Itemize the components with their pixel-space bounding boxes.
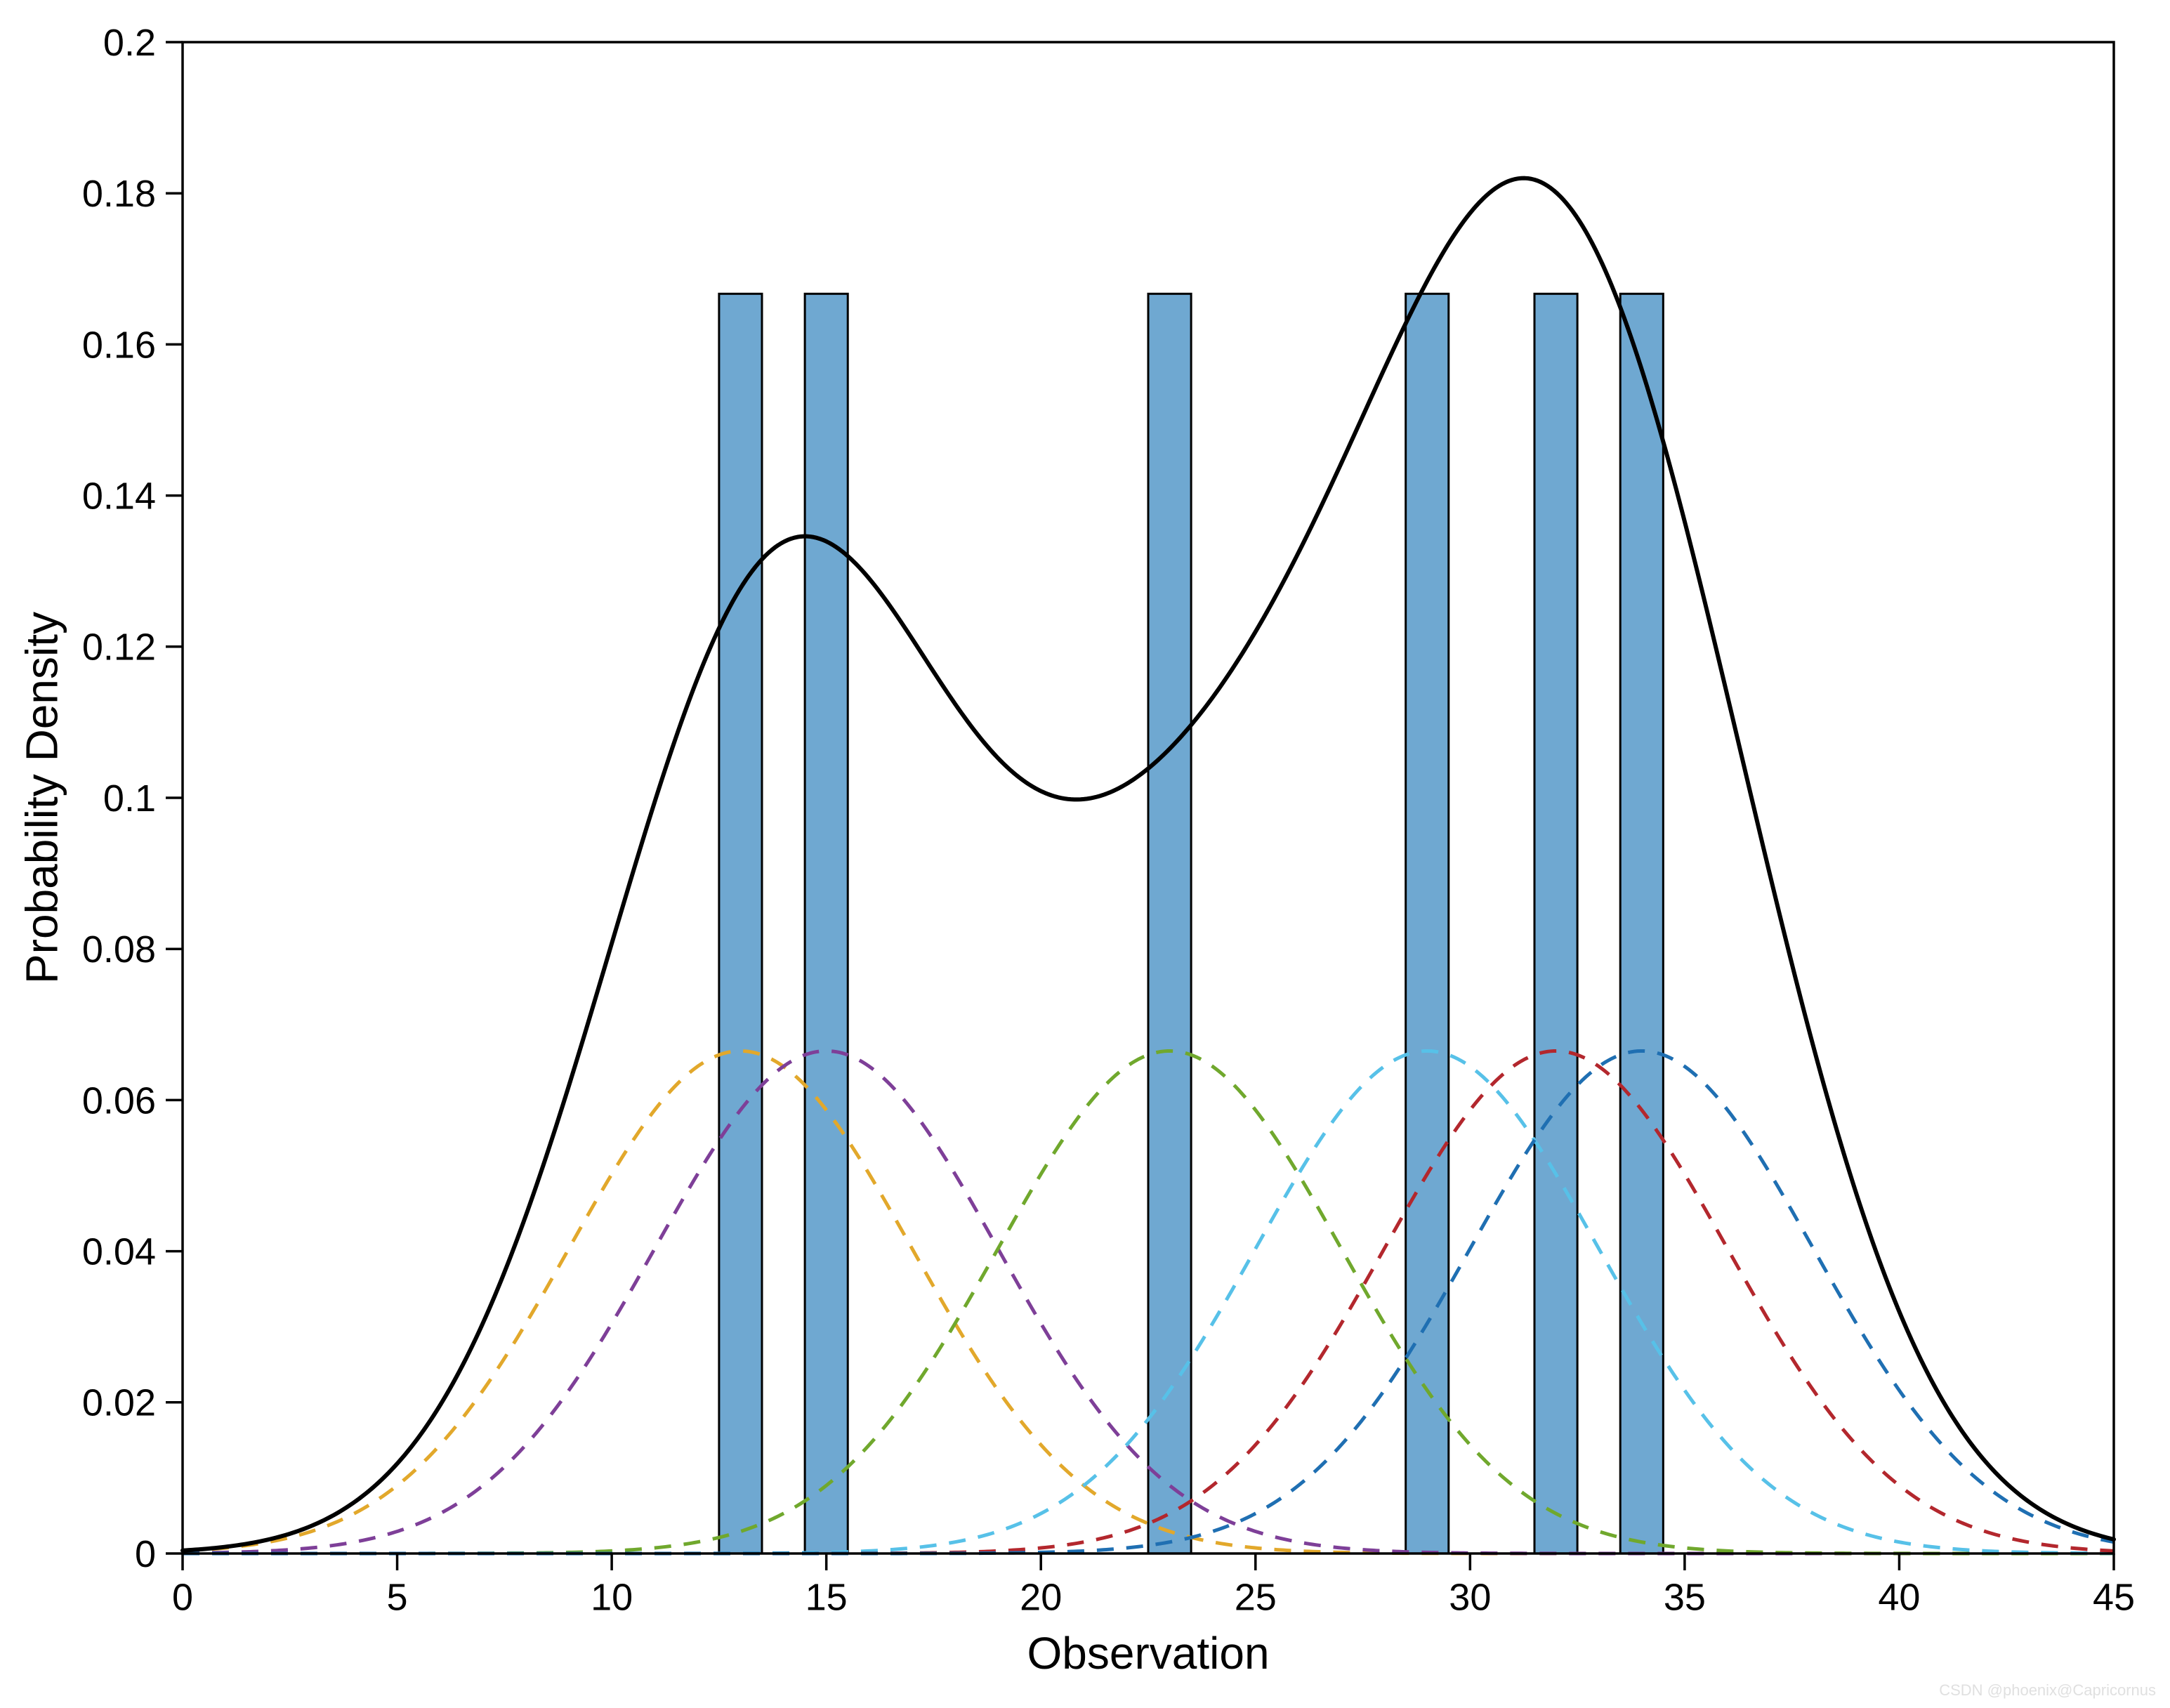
bar-4 bbox=[1534, 294, 1577, 1553]
y-tick-label-5: 0.1 bbox=[103, 777, 156, 820]
y-tick-label-6: 0.12 bbox=[82, 626, 156, 669]
x-tick-label-5: 25 bbox=[1235, 1577, 1277, 1619]
x-tick-label-6: 30 bbox=[1449, 1577, 1491, 1619]
y-tick-label-3: 0.06 bbox=[82, 1079, 156, 1122]
x-tick-label-1: 5 bbox=[387, 1577, 408, 1619]
bar-5 bbox=[1620, 294, 1663, 1553]
y-tick-label-7: 0.14 bbox=[82, 475, 156, 518]
bar-1 bbox=[805, 294, 848, 1553]
x-tick-label-3: 15 bbox=[805, 1577, 848, 1619]
y-tick-label-8: 0.16 bbox=[82, 324, 156, 366]
x-tick-label-4: 20 bbox=[1020, 1577, 1062, 1619]
y-axis-label: Probability Density bbox=[17, 612, 67, 984]
x-axis-label: Observation bbox=[1027, 1628, 1269, 1679]
y-tick-label-10: 0.2 bbox=[103, 22, 156, 64]
y-tick-label-1: 0.02 bbox=[82, 1382, 156, 1424]
bar-2 bbox=[1148, 294, 1191, 1553]
x-tick-label-2: 10 bbox=[591, 1577, 633, 1619]
kde-chart: 0 5 10 15 20 25 30 35 40 45 0 0.02 0.04 0.06 0.08 0.1 0.… bbox=[0, 0, 2170, 1708]
y-tick-label-0: 0 bbox=[135, 1533, 156, 1575]
chart-container: 0 5 10 15 20 25 30 35 40 45 0 0.02 0.04 0.06 0.08 0.1 0.… bbox=[0, 0, 2170, 1708]
bar-0 bbox=[719, 294, 762, 1553]
x-tick-label-7: 35 bbox=[1664, 1577, 1706, 1619]
x-tick-label-0: 0 bbox=[172, 1577, 193, 1619]
x-tick-label-8: 40 bbox=[1878, 1577, 1920, 1619]
y-tick-label-4: 0.08 bbox=[82, 928, 156, 971]
x-tick-label-9: 45 bbox=[2093, 1577, 2135, 1619]
watermark-text: CSDN @phoenix@Capricornus bbox=[1939, 1681, 2156, 1699]
y-tick-label-2: 0.04 bbox=[82, 1231, 156, 1273]
y-tick-label-9: 0.18 bbox=[82, 173, 156, 215]
bar-3 bbox=[1406, 294, 1449, 1553]
